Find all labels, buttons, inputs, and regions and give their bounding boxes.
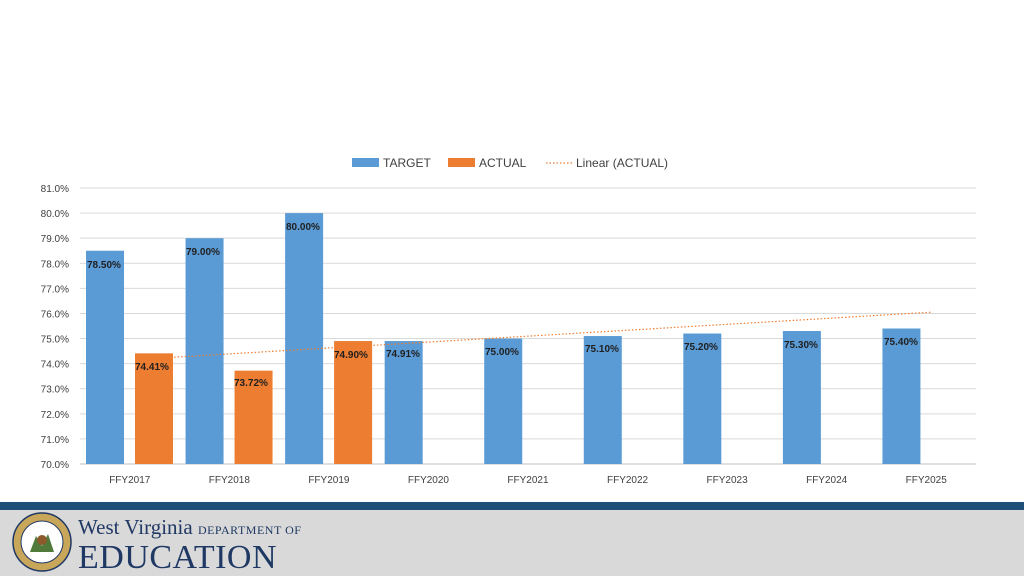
wv-state-seal-icon xyxy=(12,512,72,572)
target-bar xyxy=(484,338,523,464)
x-tick-label: FFY2023 xyxy=(707,475,749,486)
target-data-label: 74.91% xyxy=(386,349,420,360)
org-dept: DEPARTMENT OF xyxy=(197,523,302,537)
x-tick-label: FFY2020 xyxy=(408,475,450,486)
y-tick-label: 74.0% xyxy=(41,360,69,371)
org-name: West Virginia xyxy=(78,515,193,539)
x-tick-label: FFY2021 xyxy=(507,475,549,486)
y-tick-label: 81.0% xyxy=(41,184,69,195)
target-data-label: 75.20% xyxy=(684,342,718,353)
legend-label-actual: ACTUAL xyxy=(479,156,527,170)
x-tick-label: FFY2025 xyxy=(906,475,948,486)
y-tick-label: 71.0% xyxy=(41,435,69,446)
target-data-label: 75.30% xyxy=(784,340,818,351)
target-bar xyxy=(86,250,124,464)
footer-stripe xyxy=(0,502,1024,510)
trendline xyxy=(149,311,932,360)
x-tick-label: FFY2018 xyxy=(209,475,251,486)
target-data-label: 79.00% xyxy=(186,247,220,258)
target-bar xyxy=(782,331,821,464)
x-tick-label: FFY2017 xyxy=(109,475,151,486)
y-tick-label: 80.0% xyxy=(41,209,69,220)
y-tick-label: 75.0% xyxy=(41,335,69,346)
y-tick-label: 76.0% xyxy=(41,309,69,320)
footer-band xyxy=(0,502,1024,576)
actual-bar xyxy=(135,353,173,464)
target-data-label: 75.10% xyxy=(585,344,619,355)
y-tick-label: 78.0% xyxy=(41,259,69,270)
y-tick-label: 73.0% xyxy=(41,385,69,396)
y-tick-label: 70.0% xyxy=(41,460,69,471)
org-education: EDUCATION xyxy=(78,539,278,576)
target-data-label: 80.00% xyxy=(286,222,320,233)
target-bar xyxy=(683,333,722,464)
target-bar xyxy=(285,213,324,464)
target-bar xyxy=(882,328,921,464)
actual-data-label: 74.90% xyxy=(334,350,368,361)
target-bar xyxy=(583,336,622,464)
y-tick-label: 77.0% xyxy=(41,284,69,295)
y-tick-label: 79.0% xyxy=(41,234,69,245)
actual-bar xyxy=(334,341,373,464)
target-bar xyxy=(185,238,224,464)
legend-swatch-actual xyxy=(448,158,475,167)
org-brand: West Virginia DEPARTMENT OF EDUCATION xyxy=(78,516,301,575)
target-data-label: 78.50% xyxy=(87,260,121,271)
actual-bar xyxy=(234,370,273,464)
actual-data-label: 74.41% xyxy=(135,362,169,373)
x-tick-label: FFY2024 xyxy=(806,475,848,486)
legend-label-trendline: Linear (ACTUAL) xyxy=(576,156,668,170)
target-bar xyxy=(384,341,423,464)
x-tick-label: FFY2019 xyxy=(308,475,350,486)
legend-swatch-target xyxy=(352,158,379,167)
x-tick-label: FFY2022 xyxy=(607,475,649,486)
actual-data-label: 73.72% xyxy=(234,378,268,389)
y-tick-label: 72.0% xyxy=(41,410,69,421)
legend-label-target: TARGET xyxy=(383,156,431,170)
target-data-label: 75.00% xyxy=(485,347,519,358)
target-data-label: 75.40% xyxy=(884,337,918,348)
chart: 70.0% 71.0% 72.0% 73.0% 74.0% 75.0% 76.0% 77.0%… xyxy=(41,156,976,486)
